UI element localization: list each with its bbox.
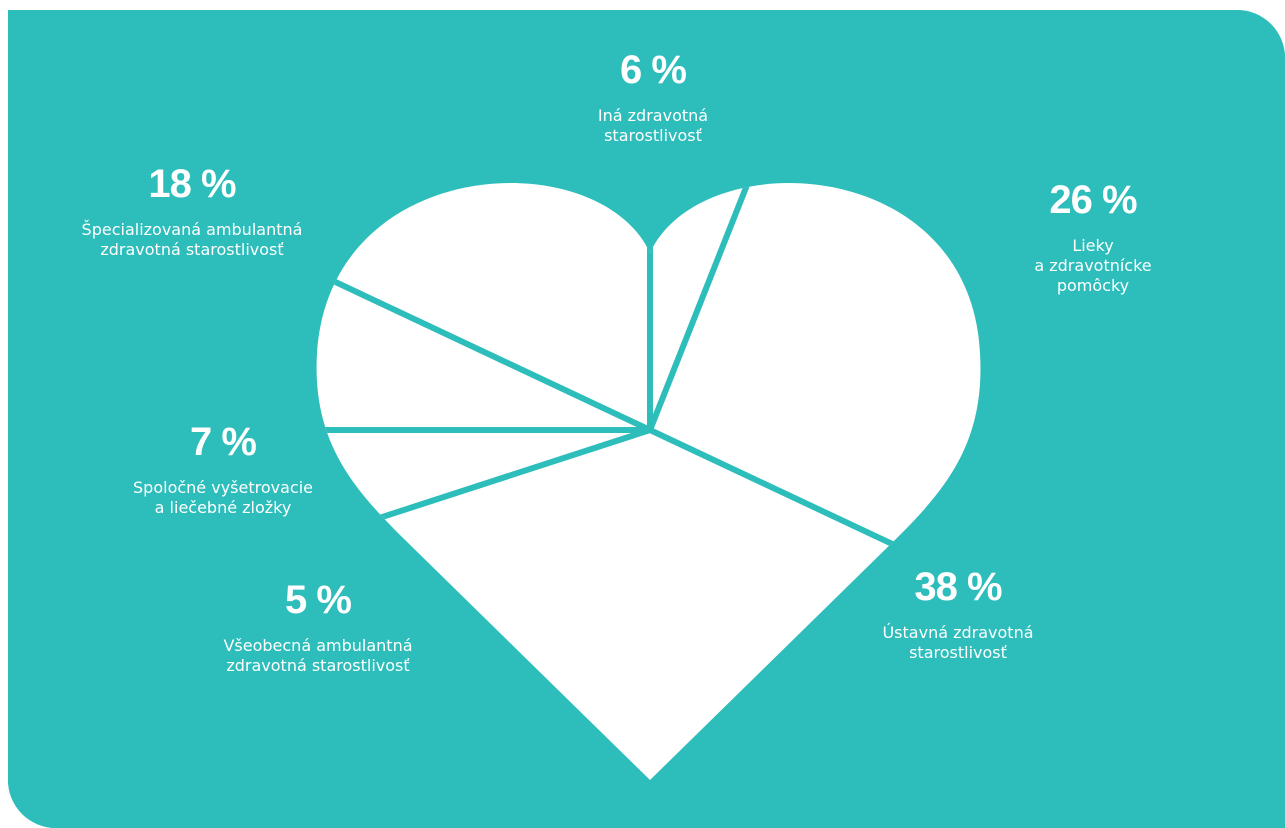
label-line: starostlivosť xyxy=(909,643,1007,662)
category-label: Ústavná zdravotná starostlivosť xyxy=(828,623,1088,663)
label-line: Iná zdravotná xyxy=(597,106,709,125)
value-label: 5 % xyxy=(285,578,352,622)
heart-pie-chart xyxy=(8,10,1285,828)
heart-shape xyxy=(316,183,981,780)
category-label: Špecializovaná ambulantná zdravotná star… xyxy=(32,220,352,260)
category-label: Lieky a zdravotnícke pomôcky xyxy=(973,236,1213,296)
value-label: 7 % xyxy=(190,420,257,464)
category-label: Spoločné vyšetrovacie a liečebné zložky xyxy=(78,478,368,518)
label-line: Spoločné vyšetrovacie xyxy=(133,478,313,497)
label-line: zdravotná starostlivosť xyxy=(226,656,410,675)
slice-divider-5 xyxy=(316,205,652,433)
category-label: Iná zdravotná starostlivosť xyxy=(528,106,778,146)
slice-divider-3 xyxy=(316,427,651,594)
slice-dividers xyxy=(316,183,981,655)
heart-fill xyxy=(316,183,981,780)
chart-card: 6 % Iná zdravotná starostlivosť 26 % Lie… xyxy=(8,10,1285,828)
slice-label-ustavna: 38 % Ústavná zdravotná starostlivosť xyxy=(828,565,1088,663)
slice-label-vseobecna: 5 % Všeobecná ambulantná zdravotná staro… xyxy=(173,578,463,676)
slice-label-lieky: 26 % Lieky a zdravotnícke pomôcky xyxy=(973,178,1213,296)
label-line: Lieky xyxy=(1072,236,1114,255)
value-label: 6 % xyxy=(620,48,687,92)
value-label: 38 % xyxy=(914,565,1002,609)
slice-label-spolocne: 7 % Spoločné vyšetrovacie a liečebné zlo… xyxy=(78,420,368,518)
slice-divider-1 xyxy=(647,183,845,432)
value-label: 26 % xyxy=(1049,178,1137,222)
label-line: pomôcky xyxy=(1056,276,1130,295)
label-line: Špecializovaná ambulantná xyxy=(81,220,303,239)
label-line: starostlivosť xyxy=(604,126,702,145)
slice-divider-2 xyxy=(648,427,981,655)
label-line: Ústavná zdravotná xyxy=(882,623,1034,642)
category-label: Všeobecná ambulantná zdravotná starostli… xyxy=(173,636,463,676)
label-line: a liečebné zložky xyxy=(154,498,292,517)
slice-label-ina: 6 % Iná zdravotná starostlivosť xyxy=(528,48,778,146)
label-line: Všeobecná ambulantná xyxy=(223,636,413,655)
value-label: 18 % xyxy=(148,162,236,206)
label-line: zdravotná starostlivosť xyxy=(100,240,284,259)
label-line: a zdravotnícke xyxy=(1034,256,1152,275)
slice-label-specializovana: 18 % Špecializovaná ambulantná zdravotná… xyxy=(32,162,352,260)
